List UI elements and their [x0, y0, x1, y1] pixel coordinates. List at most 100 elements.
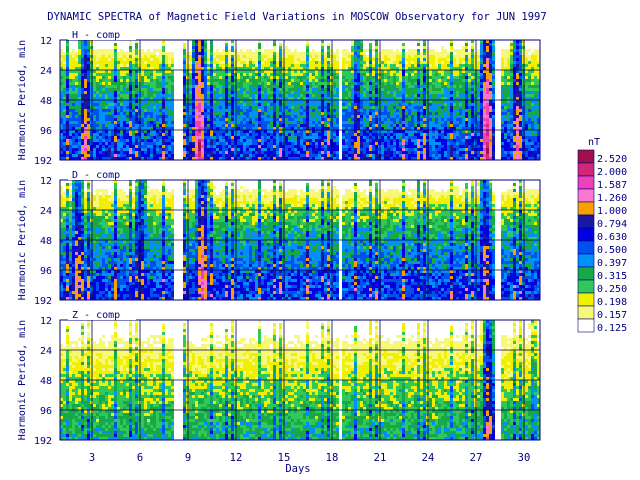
spectra-cell — [282, 103, 285, 106]
spectra-cell — [255, 130, 258, 133]
spectra-cell — [123, 121, 126, 124]
spectra-cell — [225, 76, 228, 79]
spectra-cell — [111, 118, 114, 121]
spectra-cell — [237, 67, 240, 70]
spectra-cell — [360, 82, 363, 85]
spectra-cell — [210, 148, 213, 151]
spectra-cell — [186, 100, 189, 103]
spectra-cell — [432, 43, 435, 46]
spectra-cell — [201, 127, 204, 130]
spectra-cell — [264, 100, 267, 103]
spectra-cell — [432, 64, 435, 67]
spectra-cell — [444, 130, 447, 133]
spectra-cell — [399, 67, 402, 70]
spectra-cell — [84, 64, 87, 67]
spectra-cell — [204, 154, 207, 157]
spectra-cell — [126, 136, 129, 139]
spectra-cell — [303, 88, 306, 91]
spectra-cell — [291, 73, 294, 76]
spectra-cell — [396, 109, 399, 112]
spectra-cell — [294, 58, 297, 61]
spectra-cell — [102, 58, 105, 61]
spectra-cell — [60, 91, 63, 94]
spectra-cell — [336, 130, 339, 133]
spectra-cell — [81, 76, 84, 79]
spectra-cell — [291, 157, 294, 160]
spectra-cell — [330, 58, 333, 61]
spectra-cell — [120, 55, 123, 58]
spectra-cell — [147, 79, 150, 82]
spectra-cell — [294, 52, 297, 55]
spectra-cell — [279, 82, 282, 85]
spectra-cell — [312, 142, 315, 145]
spectra-cell — [333, 49, 336, 52]
spectra-cell — [201, 76, 204, 79]
spectra-cell — [108, 88, 111, 91]
spectra-cell — [114, 145, 117, 148]
spectra-cell — [102, 49, 105, 52]
spectra-cell — [147, 154, 150, 157]
spectra-cell — [414, 82, 417, 85]
spectra-cell — [438, 73, 441, 76]
spectra-cell — [60, 88, 63, 91]
spectra-cell — [420, 49, 423, 52]
spectra-cell — [90, 145, 93, 148]
spectra-cell — [264, 145, 267, 148]
spectra-cell — [225, 88, 228, 91]
spectra-cell — [63, 100, 66, 103]
spectra-cell — [60, 127, 63, 130]
spectra-cell — [390, 109, 393, 112]
spectra-cell — [90, 46, 93, 49]
spectra-cell — [267, 106, 270, 109]
spectra-cell — [354, 46, 357, 49]
spectra-cell — [399, 148, 402, 151]
spectra-cell — [240, 82, 243, 85]
spectra-cell — [321, 85, 324, 88]
spectra-cell — [69, 49, 72, 52]
spectra-cell — [189, 127, 192, 130]
spectra-cell — [222, 121, 225, 124]
spectra-cell — [84, 43, 87, 46]
spectra-cell — [93, 88, 96, 91]
spectra-cell — [411, 70, 414, 73]
spectra-cell — [222, 136, 225, 139]
spectra-cell — [327, 88, 330, 91]
spectra-cell — [435, 85, 438, 88]
spectra-cell — [195, 133, 198, 136]
spectra-cell — [213, 94, 216, 97]
spectra-cell — [156, 79, 159, 82]
spectra-cell — [72, 157, 75, 160]
spectra-cell — [384, 154, 387, 157]
spectra-cell — [234, 133, 237, 136]
spectra-cell — [336, 94, 339, 97]
spectra-cell — [84, 145, 87, 148]
spectra-cell — [342, 49, 345, 52]
spectra-cell — [258, 64, 261, 67]
spectra-cell — [258, 145, 261, 148]
spectra-cell — [411, 79, 414, 82]
spectra-cell — [249, 82, 252, 85]
spectra-cell — [327, 67, 330, 70]
spectra-cell — [150, 112, 153, 115]
spectra-cell — [201, 61, 204, 64]
spectra-cell — [306, 130, 309, 133]
spectra-cell — [273, 151, 276, 154]
spectra-cell — [435, 76, 438, 79]
spectra-cell — [99, 145, 102, 148]
spectra-cell — [198, 91, 201, 94]
spectra-cell — [222, 100, 225, 103]
spectra-cell — [300, 46, 303, 49]
spectra-cell — [186, 46, 189, 49]
spectra-cell — [369, 139, 372, 142]
spectra-cell — [282, 43, 285, 46]
spectra-cell — [405, 97, 408, 100]
spectra-cell — [123, 79, 126, 82]
spectra-cell — [144, 67, 147, 70]
spectra-cell — [285, 100, 288, 103]
spectra-cell — [324, 76, 327, 79]
spectra-cell — [186, 61, 189, 64]
spectra-cell — [393, 94, 396, 97]
spectra-cell — [348, 46, 351, 49]
spectra-cell — [249, 94, 252, 97]
spectra-cell — [237, 46, 240, 49]
